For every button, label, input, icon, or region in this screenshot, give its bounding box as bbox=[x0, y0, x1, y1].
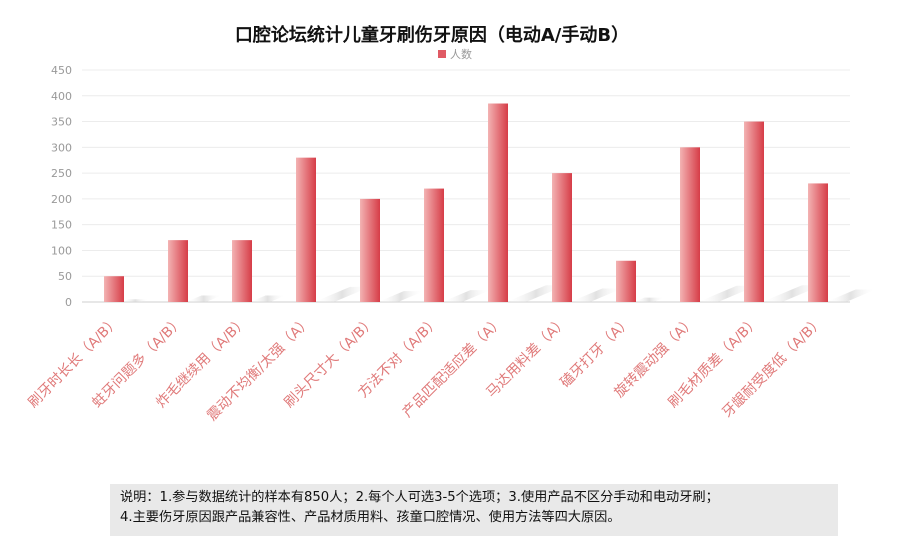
legend-label: 人数 bbox=[450, 48, 472, 61]
bar bbox=[744, 121, 764, 302]
bar bbox=[168, 240, 188, 302]
x-tick-label: 震动不均衡/太强（A） bbox=[204, 314, 315, 425]
bar-shadow bbox=[698, 285, 757, 302]
bar-shadow bbox=[442, 290, 491, 302]
bar bbox=[680, 147, 700, 302]
footnote-line-2: 4.主要伤牙原因跟产品兼容性、产品材质用料、孩童口腔情况、使用方法等四大原因。 bbox=[120, 510, 621, 525]
bar bbox=[232, 240, 252, 302]
bar bbox=[552, 173, 572, 302]
bar-shadow bbox=[634, 297, 665, 302]
bar-shadow bbox=[506, 285, 566, 302]
bar bbox=[488, 103, 508, 302]
bar-shadow bbox=[186, 295, 222, 302]
bar bbox=[360, 198, 380, 302]
y-tick-label: 100 bbox=[51, 244, 72, 257]
y-tick-label: 400 bbox=[51, 90, 72, 103]
y-tick-label: 350 bbox=[51, 116, 72, 129]
bar bbox=[104, 276, 124, 302]
bar bbox=[424, 188, 444, 302]
bar bbox=[296, 157, 316, 302]
bar-chart: 口腔论坛统计儿童牙刷伤牙原因（电动A/手动B） 人数 0 50 100 150 200 2… bbox=[25, 24, 876, 425]
bar-shadow bbox=[378, 291, 424, 302]
bar bbox=[616, 260, 636, 302]
bar-shadow bbox=[826, 289, 876, 302]
bar-shadow bbox=[762, 285, 822, 302]
footnote-line-1: 说明：1.参与数据统计的样本有850人；2.每个人可选3-5个选项；3.使用产品… bbox=[120, 490, 719, 505]
bar-shadow bbox=[250, 295, 286, 302]
bar bbox=[808, 183, 828, 302]
bar-shadow bbox=[570, 288, 623, 302]
y-tick-label: 200 bbox=[51, 193, 72, 206]
footnote-box: 说明：1.参与数据统计的样本有850人；2.每个人可选3-5个选项；3.使用产品… bbox=[110, 484, 838, 536]
y-tick-label: 0 bbox=[65, 296, 72, 309]
legend: 人数 bbox=[438, 48, 472, 61]
y-tick-label: 450 bbox=[51, 64, 72, 77]
y-tick-label: 50 bbox=[58, 270, 72, 283]
y-tick-label: 250 bbox=[51, 167, 72, 180]
chart-title: 口腔论坛统计儿童牙刷伤牙原因（电动A/手动B） bbox=[235, 24, 629, 46]
y-tick-label: 150 bbox=[51, 219, 72, 232]
y-tick-label: 300 bbox=[51, 141, 72, 154]
bar-shadow bbox=[122, 299, 149, 302]
bar-shadow bbox=[314, 286, 371, 302]
legend-swatch bbox=[438, 50, 446, 58]
